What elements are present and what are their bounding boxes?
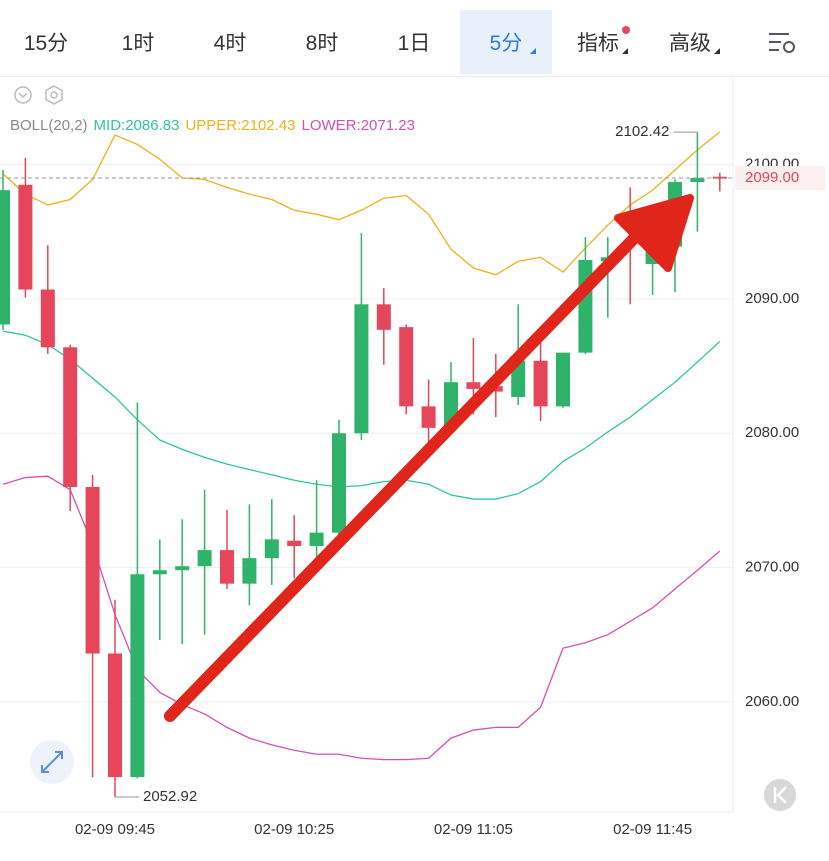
y-tick-label: 2070.00 (745, 559, 799, 576)
y-tick-label: 2090.00 (745, 290, 799, 307)
tab-label: 4时 (213, 32, 247, 55)
candle-body (0, 190, 10, 325)
dropdown-indicator (530, 48, 536, 54)
candle-body (376, 304, 391, 330)
legend-entry: LOWER:2071.23 (302, 117, 415, 134)
candle-body (533, 360, 548, 407)
tab-label: 8时 (305, 32, 339, 55)
legend-entry: MID:2086.83 (94, 117, 180, 134)
y-tick-label: 2060.00 (745, 693, 799, 710)
candle-body (421, 406, 436, 428)
tab[interactable]: 指标 (552, 10, 644, 74)
settings-icon[interactable] (769, 33, 795, 53)
candle-body (220, 550, 234, 584)
tab[interactable]: 1时 (92, 10, 184, 74)
candle-body (690, 178, 705, 183)
badge (622, 26, 630, 34)
tab-label: 1日 (397, 32, 431, 55)
candle-body (63, 347, 78, 487)
bollinger-line (2, 475, 721, 761)
high-label: 2102.42 (615, 123, 669, 140)
candle-body (264, 539, 279, 559)
candle-body (309, 532, 324, 547)
candle-body (242, 558, 257, 584)
tab-label: 5分 (489, 32, 523, 55)
last-price-label: 2099.00 (745, 169, 799, 186)
dropdown-indicator (714, 48, 720, 54)
candle-body (85, 486, 100, 654)
tab-label: 指标 (577, 32, 619, 55)
tab[interactable]: 5分 (460, 10, 552, 74)
tab-bar: 15分 1时 4时 8时 1日 5分 指标 高级 (0, 0, 829, 77)
tab[interactable]: 8时 (276, 10, 368, 74)
candle-body (466, 382, 481, 389)
bollinger-line (2, 330, 721, 500)
candle-body (175, 566, 190, 571)
dropdown-indicator (622, 48, 628, 54)
candle-body (332, 433, 346, 533)
candle-body (108, 653, 122, 778)
toolbar-icons (14, 85, 63, 105)
candle-body (712, 176, 727, 179)
candle-body (287, 540, 302, 547)
candle-body (18, 184, 33, 290)
x-tick-label: 02-09 09:45 (75, 821, 155, 838)
candle-body (40, 289, 55, 348)
candle-body (152, 570, 167, 575)
x-tick-label: 02-09 11:45 (613, 821, 692, 838)
tab-label: 高级 (669, 32, 711, 55)
candle-body (399, 327, 414, 407)
tab[interactable]: 15分 (0, 10, 92, 74)
indicator-label: BOLL(20,2) (10, 117, 88, 134)
x-tick-label: 02-09 10:25 (254, 821, 334, 838)
legend-entry: UPPER:2102.43 (185, 117, 295, 134)
candle-body (197, 550, 212, 567)
x-tick-label: 02-09 11:05 (434, 821, 513, 838)
last-price-box (735, 166, 825, 191)
bollinger-line (2, 131, 721, 276)
tab-label: 1时 (121, 32, 155, 55)
expand-button[interactable] (30, 740, 74, 784)
candle-body (556, 352, 570, 407)
scroll-latest-button[interactable] (764, 779, 796, 811)
trend-arrow (164, 194, 694, 722)
candle-body (130, 574, 145, 778)
candle-body (354, 304, 369, 434)
tab[interactable]: 4时 (184, 10, 276, 74)
tab-label: 15分 (23, 32, 69, 55)
tab[interactable]: 1日 (368, 10, 460, 74)
candle-body (578, 259, 593, 353)
low-label: 2052.92 (143, 788, 197, 805)
tab[interactable]: 高级 (644, 10, 736, 74)
y-tick-label: 2080.00 (745, 424, 799, 441)
